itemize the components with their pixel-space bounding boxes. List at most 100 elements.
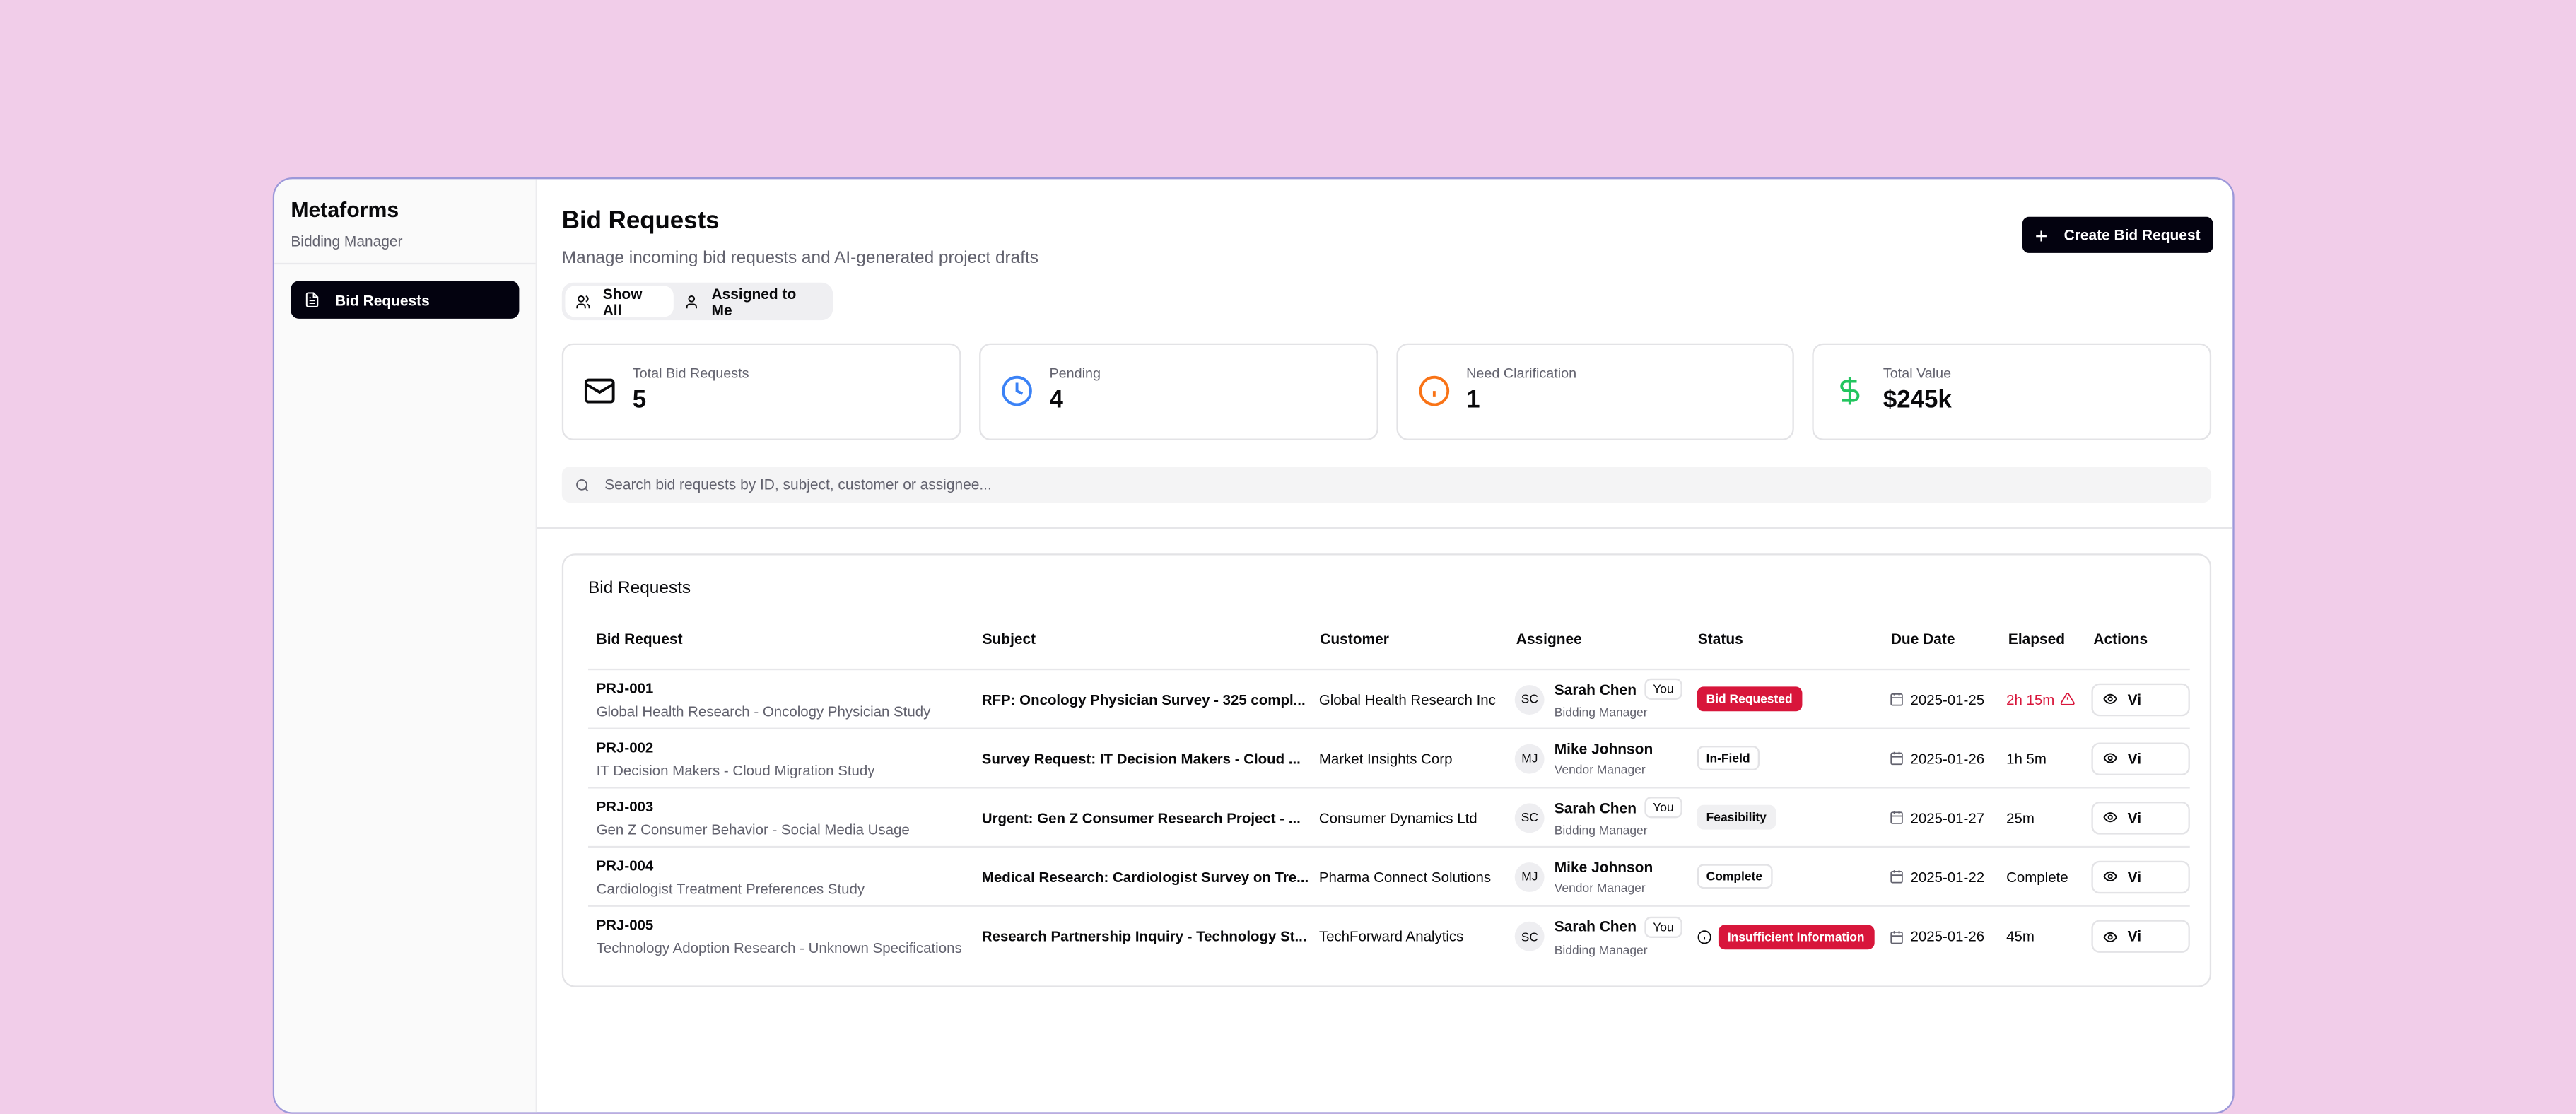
stat-total-value: Total Value $245k bbox=[1812, 343, 2212, 440]
stat-pending: Pending 4 bbox=[978, 343, 1378, 440]
divider bbox=[537, 527, 2233, 529]
sidebar-item-bid-requests[interactable]: Bid Requests bbox=[291, 281, 520, 319]
stat-value: 5 bbox=[632, 386, 647, 414]
stat-label: Total Bid Requests bbox=[632, 364, 749, 382]
bid-subject: Medical Research: Cardiologist Survey on… bbox=[981, 868, 1309, 885]
bid-customer: Market Insights Corp bbox=[1318, 749, 1453, 767]
view-button[interactable]: Vi bbox=[2091, 741, 2190, 775]
bid-customer: Global Health Research Inc bbox=[1318, 691, 1496, 708]
stat-label: Total Value bbox=[1883, 364, 1952, 382]
bid-id: PRJ-003 bbox=[596, 797, 654, 814]
create-label: Create Bid Request bbox=[2063, 226, 2201, 243]
assignee-name: Mike Johnson bbox=[1554, 739, 1653, 757]
search-icon bbox=[576, 478, 589, 491]
file-text-icon bbox=[305, 292, 319, 307]
stat-value: $245k bbox=[1883, 386, 1952, 414]
column-header: Actions bbox=[2093, 631, 2148, 647]
page-subtitle: Manage incoming bid requests and AI-gene… bbox=[561, 247, 1038, 268]
app-window: Metaforms Bidding Manager Bid Requests B… bbox=[272, 177, 2235, 1114]
info-icon bbox=[1418, 375, 1448, 406]
view-button[interactable]: Vi bbox=[2091, 682, 2190, 716]
calendar-icon bbox=[1890, 751, 1903, 766]
status-badge: Complete bbox=[1696, 864, 1772, 889]
you-badge: You bbox=[1644, 797, 1682, 819]
calendar-icon bbox=[1890, 693, 1903, 706]
column-header: Subject bbox=[982, 631, 1036, 647]
sidebar: Metaforms Bidding Manager Bid Requests bbox=[274, 179, 537, 1113]
stat-label: Need Clarification bbox=[1466, 364, 1577, 382]
due-date: 2025-01-26 bbox=[1910, 928, 1985, 945]
elapsed-time: 2h 15m bbox=[2006, 691, 2055, 708]
calendar-icon bbox=[1890, 870, 1903, 884]
eye-icon bbox=[2103, 693, 2118, 704]
view-label: Vi bbox=[2127, 868, 2142, 885]
assignee-role: Bidding Manager bbox=[1554, 942, 1648, 957]
avatar: MJ bbox=[1514, 861, 1545, 891]
brand-subtitle: Bidding Manager bbox=[291, 233, 403, 250]
avatar: SC bbox=[1514, 684, 1545, 714]
calendar-icon bbox=[1890, 811, 1903, 824]
bid-customer: Consumer Dynamics Ltd bbox=[1318, 809, 1477, 826]
search-input[interactable]: Search bid requests by ID, subject, cust… bbox=[561, 467, 2212, 503]
filter-label: Assigned to Me bbox=[711, 285, 797, 318]
column-header: Elapsed bbox=[2008, 631, 2066, 647]
table-row[interactable]: PRJ-001 Global Health Research - Oncology… bbox=[587, 670, 2190, 729]
bid-requests-table: Bid Request Subject Customer Assignee St… bbox=[587, 631, 2190, 966]
column-header: Assignee bbox=[1516, 631, 1582, 647]
view-button[interactable]: Vi bbox=[2091, 920, 2190, 953]
elapsed-time: 25m bbox=[2006, 809, 2035, 826]
main-content: Bid Requests Manage incoming bid request… bbox=[537, 179, 2233, 1112]
bid-description: IT Decision Makers - Cloud Migration Stu… bbox=[596, 761, 875, 778]
bid-description: Gen Z Consumer Behavior - Social Media U… bbox=[596, 820, 910, 838]
bid-id: PRJ-002 bbox=[596, 738, 654, 755]
column-header: Status bbox=[1697, 631, 1743, 647]
view-button[interactable]: Vi bbox=[2091, 800, 2190, 834]
stat-total-bid-requests: Total Bid Requests 5 bbox=[561, 343, 961, 440]
info-icon bbox=[1697, 930, 1711, 944]
due-date: 2025-01-25 bbox=[1910, 691, 1985, 708]
view-label: Vi bbox=[2127, 691, 2142, 708]
bid-customer: TechForward Analytics bbox=[1318, 928, 1464, 945]
filter-show-all[interactable]: Show All bbox=[565, 285, 674, 318]
bid-subject: RFP: Oncology Physician Survey - 325 com… bbox=[981, 691, 1306, 708]
view-button[interactable]: Vi bbox=[2091, 860, 2190, 893]
assignment-filter: Show All Assigned to Me bbox=[561, 282, 833, 321]
bid-subject: Research Partnership Inquiry - Technolog… bbox=[981, 928, 1307, 945]
bid-description: Global Health Research - Oncology Physic… bbox=[596, 702, 931, 719]
table-row[interactable]: PRJ-003 Gen Z Consumer Behavior - Social … bbox=[587, 789, 2190, 848]
assignee-name: Sarah Chen bbox=[1554, 799, 1637, 816]
elapsed-time: 1h 5m bbox=[2006, 749, 2047, 767]
clock-icon bbox=[1001, 375, 1032, 406]
stat-value: 1 bbox=[1466, 386, 1480, 414]
filter-assigned-to-me[interactable]: Assigned to Me bbox=[674, 285, 829, 318]
table-row[interactable]: PRJ-002 IT Decision Makers - Cloud Migrat… bbox=[587, 729, 2190, 789]
user-icon bbox=[686, 294, 698, 308]
stat-need-clarification: Need Clarification 1 bbox=[1395, 343, 1795, 440]
avatar: SC bbox=[1514, 921, 1545, 951]
bid-description: Cardiologist Treatment Preferences Study bbox=[596, 879, 865, 896]
bid-id: PRJ-001 bbox=[596, 679, 654, 696]
bid-subject: Urgent: Gen Z Consumer Research Project … bbox=[981, 809, 1301, 826]
view-label: Vi bbox=[2127, 809, 2142, 826]
eye-icon bbox=[2103, 871, 2118, 881]
mail-icon bbox=[584, 378, 615, 404]
stat-value: 4 bbox=[1049, 386, 1063, 414]
create-bid-request-button[interactable]: + Create Bid Request bbox=[2022, 216, 2213, 253]
assignee-name: Sarah Chen bbox=[1554, 918, 1637, 935]
warning-icon bbox=[2059, 693, 2074, 705]
table-title: Bid Requests bbox=[587, 578, 691, 598]
bid-id: PRJ-004 bbox=[596, 856, 654, 874]
table-row[interactable]: PRJ-004 Cardiologist Treatment Preference… bbox=[587, 848, 2190, 907]
eye-icon bbox=[2103, 931, 2118, 942]
brand-name: Metaforms bbox=[291, 197, 399, 222]
table-row[interactable]: PRJ-005 Technology Adoption Research - Un… bbox=[588, 907, 2190, 966]
column-header: Bid Request bbox=[596, 631, 683, 647]
bid-requests-table-card: Bid Requests Bid Request Subject Custome… bbox=[561, 553, 2212, 987]
assignee-name: Mike Johnson bbox=[1554, 858, 1653, 875]
assignee-name: Sarah Chen bbox=[1554, 681, 1637, 698]
avatar: MJ bbox=[1514, 743, 1545, 773]
avatar: SC bbox=[1514, 802, 1545, 833]
table-header: Bid Request Subject Customer Assignee St… bbox=[587, 631, 2190, 671]
due-date: 2025-01-22 bbox=[1910, 868, 1985, 885]
assignee-role: Bidding Manager bbox=[1554, 823, 1648, 838]
